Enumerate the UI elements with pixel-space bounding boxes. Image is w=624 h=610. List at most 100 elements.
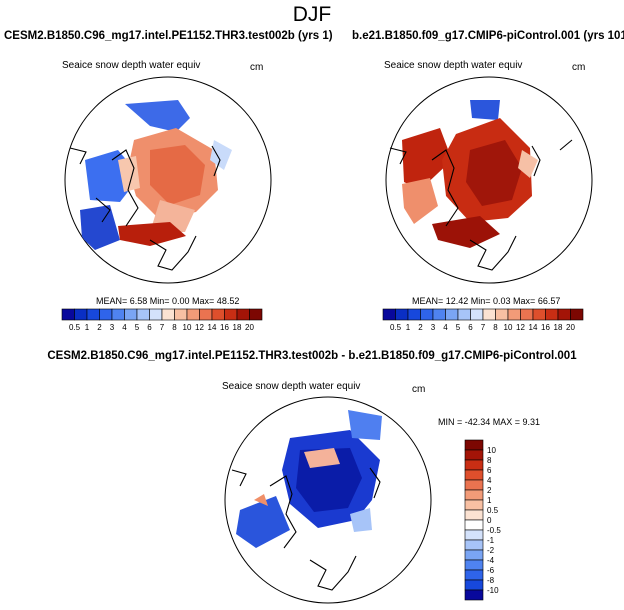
colorbar-swatch [445,308,459,321]
colorbar-tick-label: 12 [195,323,204,332]
colorbar-tick-label: 1 [85,323,90,332]
colorbar-tick-label: -4 [487,556,495,565]
colorbar-tick-label: 6 [147,323,152,332]
colorbar-tick-label: 8 [493,323,498,332]
colorbar-tick-label: 0 [487,516,492,525]
colorbar-swatch [464,569,484,581]
panel-diff-variable-label: Seaice snow depth water equiv [222,381,361,392]
colorbar-tick-label: 16 [220,323,229,332]
colorbar-swatch [532,308,546,321]
colorbar-swatch [470,308,484,321]
colorbar-tick-label: 10 [487,446,496,455]
colorbar-tick-label: 10 [183,323,192,332]
difference-title: CESM2.B1850.C96_mg17.intel.PE1152.THR3.t… [47,350,577,362]
colorbar-tick-label: -10 [487,586,499,595]
map-panel-difference [224,396,432,604]
colorbar-swatch [464,589,484,601]
colorbar-tick-label: 4 [443,323,448,332]
colorbar-tick-label: 16 [541,323,550,332]
coastlines [69,145,221,271]
colorbar-tick-label: 18 [233,323,242,332]
panel-a-stats: MEAN= 6.58 Min= 0.00 Max= 48.52 [96,296,240,306]
panel-a-variable-label: Seaice snow depth water equiv [62,60,201,71]
colorbar-swatch [570,308,584,321]
colorbar-swatch [74,308,88,321]
colorbar-swatch [199,308,213,321]
panel-diff-units-label: cm [412,384,426,395]
colorbar-swatch [545,308,559,321]
colorbar-swatch [507,308,521,321]
colorbar-swatch [395,308,409,321]
colorbar-tick-label: 2 [418,323,423,332]
colorbar-tick-label: 2 [97,323,102,332]
colorbar-swatch [99,308,113,321]
colorbar-tick-label: 10 [504,323,513,332]
colorbar-tick-label: 6 [487,466,492,475]
colorbar-swatch [249,308,263,321]
colorbar-swatch [464,499,484,511]
colorbar-tick-label: 0.5 [487,506,499,515]
colorbar-swatch [186,308,200,321]
panel-diff-stats: MIN = -42.34 MAX = 9.31 [438,417,541,427]
colorbar-swatch [557,308,571,321]
colorbar-tick-label: 18 [554,323,563,332]
colorbar-tick-label: 1 [406,323,411,332]
sea-ice-field [402,100,538,248]
colorbar-tick-label: 0.5 [390,323,402,332]
case-a-title: CESM2.B1850.C96_mg17.intel.PE1152.THR3.t… [4,30,333,42]
season-title: DJF [292,3,332,26]
colorbar-tick-label: 4 [487,476,492,485]
colorbar-swatch [464,519,484,531]
colorbar-swatch [464,539,484,551]
colorbar-tick-label: 4 [122,323,127,332]
colorbar-panel-b: 0.5 1 2 3 4 5 6 7 8 10 12 14 16 18 20 [382,308,584,332]
case-b-title: b.e21.B1850.f09_g17.CMIP6-piControl.001 … [352,30,624,42]
colorbar-tick-label: 5 [135,323,140,332]
colorbar-swatch [464,459,484,471]
colorbar-swatch [464,549,484,561]
colorbar-swatch [432,308,446,321]
colorbar-swatch [464,559,484,571]
map-panel-a [64,76,272,284]
sea-ice-difference-field [236,410,382,548]
colorbar-swatch [211,308,225,321]
colorbar-tick-label: 14 [529,323,538,332]
colorbar-swatch [136,308,150,321]
colorbar-tick-label: 20 [245,323,254,332]
colorbar-swatch [495,308,509,321]
colorbar-tick-label: 7 [481,323,486,332]
panel-b-variable-label: Seaice snow depth water equiv [384,60,523,71]
colorbar-swatch [149,308,163,321]
colorbar-swatch [464,439,484,451]
colorbar-tick-label: -2 [487,546,495,555]
map-panel-b [385,76,593,284]
colorbar-swatch [407,308,421,321]
colorbar-swatch [464,489,484,501]
colorbar-swatch [61,308,75,321]
colorbar-swatch [464,469,484,481]
colorbar-swatch [464,579,484,591]
colorbar-tick-label: 7 [160,323,165,332]
colorbar-panel-a: 0.5 1 2 3 4 5 6 7 8 10 12 14 16 18 20 [61,308,263,332]
colorbar-swatch [111,308,125,321]
colorbar-swatch [520,308,534,321]
colorbar-swatch [464,449,484,461]
colorbar-swatch [464,529,484,541]
colorbar-swatch [464,479,484,491]
colorbar-tick-label: 14 [208,323,217,332]
coastlines [231,467,381,591]
colorbar-swatch [224,308,238,321]
colorbar-swatch [382,308,396,321]
colorbar-swatch [482,308,496,321]
panel-a-units-label: cm [250,62,264,73]
colorbar-tick-label: -1 [487,536,495,545]
coastlines [389,139,573,271]
colorbar-tick-label: 1 [487,496,492,505]
colorbar-tick-label: 20 [566,323,575,332]
panel-b-stats: MEAN= 12.42 Min= 0.03 Max= 66.57 [412,296,561,306]
panel-b-units-label: cm [572,62,586,73]
colorbar-tick-label: 3 [431,323,436,332]
colorbar-tick-label: 12 [516,323,525,332]
colorbar-tick-label: -6 [487,566,495,575]
